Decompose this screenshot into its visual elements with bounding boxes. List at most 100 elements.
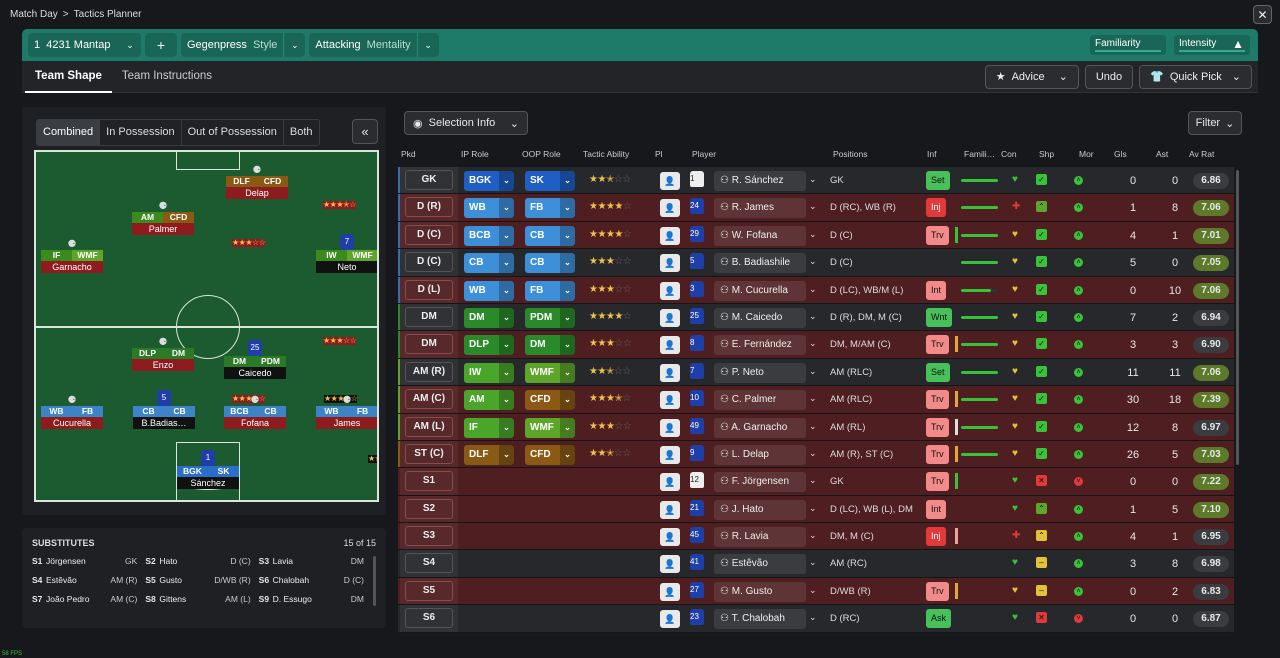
chevron-down-icon[interactable]: ⌄ (809, 365, 817, 376)
table-row[interactable]: S2 👤 21 ⚇ J. Hato ⌄ D (LC), WB (L), DM Int ♥ ⌃ ˄ 1… (398, 495, 1234, 524)
picked-position[interactable]: DM (405, 334, 453, 355)
column-header[interactable]: Ast (1156, 149, 1169, 159)
player-action-button[interactable]: 👤 (660, 308, 680, 327)
sub-item[interactable]: S5 Gusto D/WB (R) (145, 575, 250, 585)
table-row[interactable]: S6 👤 23 ⚇ T. Chalobah ⌄ D (RC) Ask ♥ ✕ ˅ 0 0 6.87 (398, 605, 1234, 633)
player-action-button[interactable]: 👤 (660, 582, 680, 601)
sub-item[interactable]: S8 Gittens AM (L) (145, 594, 250, 604)
chevron-down-icon[interactable]: ⌄ (809, 338, 817, 349)
column-header[interactable]: OOP Role (522, 149, 561, 159)
oop-role-select[interactable]: WMF ⌄ (525, 362, 575, 383)
table-row[interactable]: DM DLP ⌄ DM ⌄ ★★★☆☆ 👤 8 ⚇ E. Fernández ⌄ DM, M/AM … (398, 331, 1234, 359)
oop-role-select[interactable]: CFD ⌄ (525, 444, 575, 465)
column-header[interactable]: Player (692, 149, 717, 159)
chevron-down-icon[interactable]: ⌄ (809, 310, 817, 321)
oop-role-select[interactable]: FB ⌄ (525, 198, 575, 219)
breadcrumb-match-day[interactable]: Match Day (10, 8, 58, 20)
player-select[interactable]: ⚇ L. Delap (714, 444, 806, 465)
intensity-meter[interactable]: Intensity ▲ (1174, 35, 1250, 55)
oop-role-select[interactable]: CFD ⌄ (525, 390, 575, 411)
column-header[interactable]: Mor (1079, 149, 1094, 159)
style-select[interactable]: Gegenpress Style ⌄ (181, 33, 306, 57)
close-button[interactable]: ✕ (1253, 5, 1272, 24)
column-header[interactable]: IP Role (461, 149, 489, 159)
player-action-button[interactable]: 👤 (660, 199, 680, 218)
table-scrollbar[interactable] (1236, 170, 1239, 465)
table-row[interactable]: D (L) WB ⌄ FB ⌄ ★★★☆☆ 👤 3 ⚇ M. Cucurella ⌄ D (LC),… (398, 276, 1234, 304)
collapse-button[interactable]: « (352, 119, 378, 144)
sub-item[interactable]: S7 João Pedro AM (C) (32, 594, 137, 604)
chevron-down-icon[interactable]: ⌄ (809, 174, 817, 184)
table-row[interactable]: S3 👤 45 ⚇ R. Lavia ⌄ DM, M (C) Inj ✚ ⌃ ˄ 4 1 6.95 (398, 523, 1234, 551)
picked-position[interactable]: D (C) (405, 224, 453, 245)
tab-team-instructions[interactable]: Team Instructions (121, 69, 213, 82)
table-row[interactable]: AM (C) AM ⌄ CFD ⌄ ★★★✭☆ 👤 10 ⚇ C. Palmer ⌄ AM (RLC… (398, 386, 1234, 414)
column-header[interactable]: Gls (1114, 149, 1127, 159)
column-header[interactable]: Av Rat (1189, 149, 1215, 159)
picked-position[interactable]: AM (C) (405, 389, 453, 410)
table-row[interactable]: S1 👤 12 ⚇ F. Jörgensen ⌄ GK Trv ♥ ✕ ˅ 0 0 7.22 (398, 468, 1234, 496)
picked-position[interactable]: ST (C) (405, 443, 453, 464)
ip-role-select[interactable]: IF ⌄ (464, 417, 514, 438)
player-action-button[interactable]: 👤 (660, 172, 680, 190)
table-row[interactable]: D (C) CB ⌄ CB ⌄ ★★★☆☆ 👤 5 ⚇ B. Badiashile ⌄ D (C) ♥… (398, 249, 1234, 277)
table-row[interactable]: DM DM ⌄ PDM ⌄ ★★★★☆ 👤 25 ⚇ M. Caicedo ⌄ D (R), DM,… (398, 303, 1234, 332)
chevron-down-icon[interactable]: ⌄ (809, 584, 817, 595)
picked-position[interactable]: S4 (405, 553, 453, 574)
player-select[interactable]: ⚇ R. James (714, 198, 806, 219)
player-select[interactable]: ⚇ A. Garnacho (714, 417, 806, 438)
pitch-player[interactable]: ⚈ AM CFD ★★★✭☆ Palmer (132, 194, 356, 235)
player-action-button[interactable]: 👤 (660, 281, 680, 300)
player-select[interactable]: ⚇ F. Jörgensen (714, 472, 806, 493)
player-select[interactable]: ⚇ B. Badiashile (714, 253, 806, 274)
chevron-down-icon[interactable]: ⌄ (809, 447, 817, 458)
picked-position[interactable]: D (L) (405, 279, 453, 300)
player-select[interactable]: ⚇ J. Hato (714, 499, 806, 520)
segment-combined[interactable]: Combined (37, 120, 101, 145)
column-header[interactable]: Pkd (401, 149, 416, 159)
chevron-down-icon[interactable]: ⌄ (809, 201, 817, 212)
oop-role-select[interactable]: WMF ⌄ (525, 417, 575, 438)
chevron-down-icon[interactable]: ⌄ (809, 475, 817, 486)
player-select[interactable]: ⚇ M. Gusto (714, 581, 806, 602)
filter-button[interactable]: Filter ⌄ (1188, 111, 1242, 135)
table-row[interactable]: S5 👤 27 ⚇ M. Gusto ⌄ D/WB (R) Trv ♥ – ˄ 0 2 6.83 (398, 577, 1234, 606)
picked-position[interactable]: GK (405, 170, 453, 190)
pitch-player[interactable]: ⚈ IF WMF ★★★☆☆ Garnacho (41, 232, 266, 273)
picked-position[interactable]: S1 (405, 471, 453, 492)
table-row[interactable]: GK BGK ⌄ SK ⌄ ★★✭☆☆ 👤 1 ⚇ R. Sánchez ⌄ GK Set ♥ ✓ ˄ 0 0 6… (398, 167, 1234, 195)
chevron-down-icon[interactable]: ⌄ (809, 283, 817, 294)
picked-position[interactable]: D (C) (405, 252, 453, 273)
chevron-down-icon[interactable]: ⌄ (809, 557, 817, 568)
segment-in-possession[interactable]: In Possession (100, 120, 182, 145)
picked-position[interactable]: AM (L) (405, 416, 453, 437)
ip-role-select[interactable]: IW ⌄ (464, 362, 514, 383)
column-header[interactable]: Con (1001, 149, 1017, 159)
table-row[interactable]: D (R) WB ⌄ FB ⌄ ★★★★☆ 👤 24 ⚇ R. James ⌄ D (RC), WB… (398, 194, 1234, 222)
scrollbar[interactable] (373, 556, 376, 606)
quick-pick-button[interactable]: 👕 Quick Pick ⌄ (1139, 64, 1252, 89)
picked-position[interactable]: S6 (405, 608, 453, 629)
player-action-button[interactable]: 👤 (660, 336, 680, 355)
ip-role-select[interactable]: AM ⌄ (464, 390, 514, 411)
player-select[interactable]: ⚇ E. Fernández (714, 335, 806, 356)
selection-info-button[interactable]: ◉ Selection Info ⌄ (404, 111, 528, 135)
player-action-button[interactable]: 👤 (660, 610, 680, 629)
player-action-button[interactable]: 👤 (660, 445, 680, 464)
ip-role-select[interactable]: DLP ⌄ (464, 335, 514, 356)
oop-role-select[interactable]: CB ⌄ (525, 225, 575, 246)
sub-item[interactable]: S6 Chalobah D (C) (259, 575, 364, 585)
pitch-player[interactable]: ⚈ WB FB ★★★☆☆ Cucurella (41, 388, 266, 429)
player-action-button[interactable]: 👤 (660, 363, 680, 382)
oop-role-select[interactable]: SK ⌄ (525, 171, 575, 191)
add-tactic-button[interactable]: + (145, 33, 177, 57)
chevron-down-icon[interactable]: ⌄ (809, 530, 817, 541)
player-action-button[interactable]: 👤 (660, 555, 680, 574)
picked-position[interactable]: S2 (405, 498, 453, 519)
player-action-button[interactable]: 👤 (660, 500, 680, 519)
sub-item[interactable]: S3 Lavia DM (259, 556, 364, 566)
